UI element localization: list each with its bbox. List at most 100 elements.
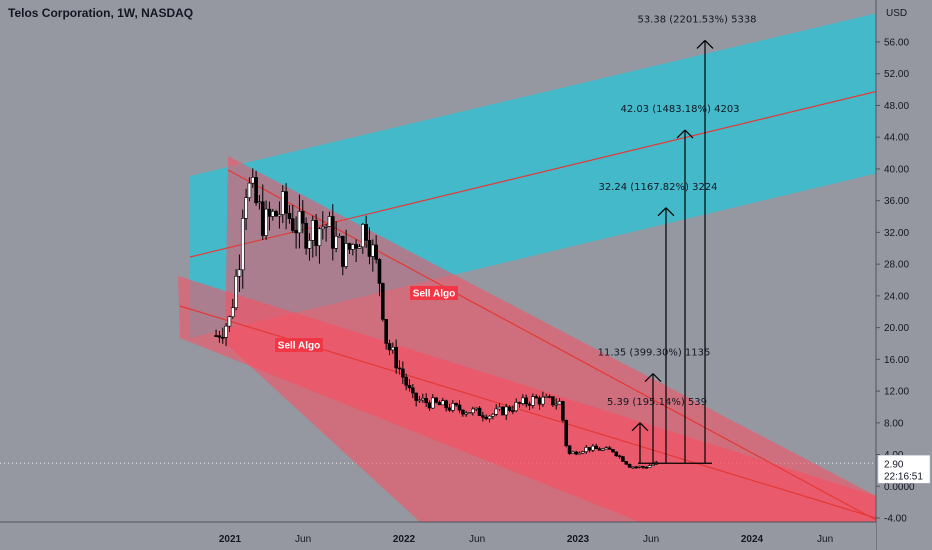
candle-body	[300, 211, 305, 224]
candle-body	[461, 409, 465, 415]
candle-body	[481, 415, 485, 418]
candle-body	[604, 447, 609, 450]
candle-body	[517, 402, 522, 404]
target-label: 53.38 (2201.53%) 5338	[637, 14, 756, 25]
candle-body	[457, 404, 462, 411]
candle-body	[361, 224, 365, 248]
candle-body	[357, 246, 362, 249]
candle-body	[431, 397, 435, 409]
target-arrow-head-left	[696, 39, 706, 49]
candle-body	[514, 402, 519, 411]
last-price-box	[877, 454, 931, 484]
candle-body	[647, 465, 652, 468]
target-label: 32.24 (1167.82%) 3224	[598, 182, 717, 193]
candle-body	[391, 347, 395, 351]
candle-body	[310, 220, 315, 241]
candle-body	[417, 399, 422, 402]
candle-body	[487, 415, 492, 420]
target-arrow-head-right	[639, 422, 649, 432]
candle-body	[541, 396, 545, 405]
price-tick-label: 52.00	[884, 69, 909, 80]
candle-body	[497, 406, 502, 410]
price-tick-label: 40.00	[884, 164, 909, 175]
price-tick-label: 56.00	[884, 38, 909, 49]
candle-body	[601, 448, 605, 451]
candle-body	[581, 451, 585, 454]
candle-body	[527, 403, 532, 406]
candle-body	[641, 465, 645, 468]
candle-body	[254, 177, 258, 204]
price-tick-label: 36.00	[884, 196, 909, 207]
sell-algo-badge	[410, 286, 458, 300]
candle-body	[264, 208, 268, 236]
price-tick-label: 20.00	[884, 323, 909, 334]
candle-body	[521, 397, 525, 404]
candle-body	[631, 466, 635, 469]
candle-body	[477, 407, 482, 416]
candle-body	[427, 402, 432, 409]
candle-body	[587, 447, 592, 451]
candle-body	[270, 211, 275, 217]
candle-body	[384, 319, 388, 344]
candle-body	[314, 220, 318, 246]
price-tick-label: 16.00	[884, 355, 909, 366]
candle-body	[471, 408, 475, 414]
channel-bands	[0, 0, 932, 522]
candle-body	[237, 269, 242, 277]
candle-body	[424, 398, 428, 404]
candle-body	[634, 466, 639, 469]
candle-body	[534, 396, 539, 399]
candle-body	[340, 235, 345, 267]
candle-body	[507, 406, 512, 411]
candle-body	[330, 216, 335, 249]
countdown-label: 22:16:51	[884, 471, 923, 482]
candle-body	[320, 226, 325, 230]
target-arrow-head-right	[665, 207, 675, 217]
candle-body	[574, 451, 579, 455]
candle-body	[284, 191, 288, 214]
candle-body	[467, 412, 472, 415]
candle-body	[617, 455, 622, 458]
candle-body	[217, 335, 222, 338]
candle-body	[447, 407, 452, 411]
candle-body	[597, 448, 602, 451]
target-arrow-head-left	[644, 373, 654, 383]
currency-label: USD	[886, 8, 907, 19]
candle-body	[537, 397, 542, 405]
sell-algo-label: Sell Algo	[413, 289, 455, 300]
candle-body	[484, 416, 488, 420]
candle-body	[367, 240, 372, 257]
candle-body	[414, 392, 418, 401]
candle-body	[234, 275, 238, 309]
price-tick-label: 44.00	[884, 133, 909, 144]
candle-body	[454, 403, 458, 406]
candle-body	[594, 445, 599, 449]
candle-body	[334, 235, 338, 249]
candle-body	[364, 224, 368, 241]
candle-body	[317, 228, 322, 246]
candle-body	[277, 214, 282, 217]
target-arrows	[631, 39, 714, 464]
candle-body	[351, 244, 355, 250]
target-arrow-head-left	[657, 207, 667, 217]
candle-body	[441, 400, 445, 406]
candle-body	[287, 212, 292, 220]
candle-body	[274, 211, 278, 217]
candle-body	[304, 222, 308, 249]
candle-body	[567, 445, 572, 454]
candle-body	[557, 401, 562, 405]
candle-body	[407, 384, 412, 389]
time-tick-label: 2024	[741, 534, 764, 545]
time-tick-label: 2022	[393, 534, 416, 545]
sell-algo-badge	[275, 338, 323, 352]
candle-body	[354, 244, 358, 249]
candle-body	[240, 218, 245, 271]
candle-body	[401, 368, 405, 378]
red-upper-channel	[225, 156, 876, 522]
candle-body	[551, 396, 555, 406]
candle-body	[501, 406, 505, 416]
candle-body	[577, 452, 582, 455]
candle-body	[394, 347, 398, 369]
